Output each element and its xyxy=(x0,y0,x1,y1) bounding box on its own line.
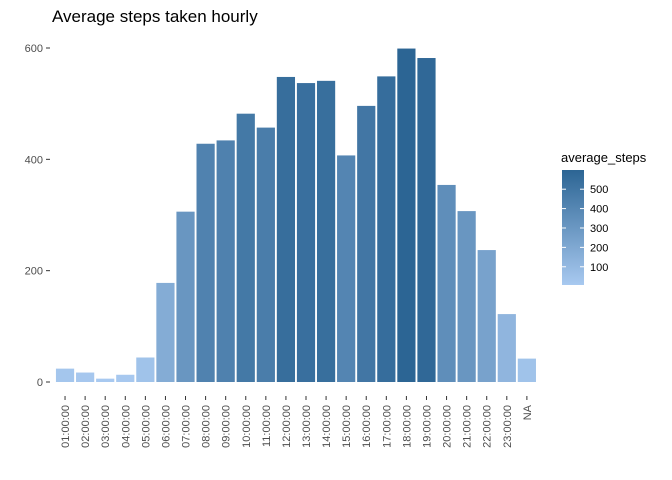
y-axis: 0 200 400 600 xyxy=(25,43,50,389)
bar xyxy=(397,48,416,382)
x-axis: 01:00:00 02:00:00 03:00:00 04:00:00 05:00:00… xyxy=(60,396,534,448)
bar xyxy=(96,378,115,382)
legend-tick-label: 200 xyxy=(590,242,608,254)
legend-tick-label: 100 xyxy=(590,262,608,274)
x-tick-label: 18:00:00 xyxy=(401,405,413,448)
x-tick-label: 05:00:00 xyxy=(140,405,152,448)
x-tick-label: 08:00:00 xyxy=(201,405,213,448)
y-tick-label: 600 xyxy=(25,43,43,55)
bar xyxy=(55,368,75,382)
x-tick-label: 04:00:00 xyxy=(120,405,132,448)
legend-tick-label: 500 xyxy=(590,184,608,196)
x-tick-label: 07:00:00 xyxy=(181,405,193,448)
x-tick-label: 15:00:00 xyxy=(341,405,353,448)
x-tick-label: 13:00:00 xyxy=(301,405,313,448)
x-tick-label: 10:00:00 xyxy=(241,405,253,448)
bar xyxy=(256,127,275,382)
bar xyxy=(316,80,336,383)
bar xyxy=(417,58,436,383)
x-tick-label: 21:00:00 xyxy=(462,405,474,448)
bars xyxy=(55,48,536,383)
legend-tick-label: 300 xyxy=(590,223,608,235)
x-tick-label: 16:00:00 xyxy=(361,405,373,448)
y-tick-label: 400 xyxy=(25,154,43,166)
legend: average_steps 100 200 300 400 500 xyxy=(561,150,647,285)
x-tick-label: 14:00:00 xyxy=(321,405,333,448)
bar xyxy=(437,184,456,382)
bar xyxy=(216,140,235,382)
bar xyxy=(517,358,536,382)
x-tick-label: NA xyxy=(522,404,534,420)
bar xyxy=(136,357,155,382)
x-tick-label: 01:00:00 xyxy=(60,405,72,448)
legend-colorbar xyxy=(562,170,584,285)
bar xyxy=(236,113,255,382)
bar xyxy=(337,155,356,382)
x-tick-label: 23:00:00 xyxy=(502,405,514,448)
x-tick-label: 11:00:00 xyxy=(261,405,273,447)
x-tick-label: 22:00:00 xyxy=(482,405,494,448)
bar xyxy=(176,211,195,382)
legend-tick-label: 400 xyxy=(590,204,608,216)
bar xyxy=(457,211,476,382)
x-tick-label: 17:00:00 xyxy=(381,405,393,448)
x-tick-label: 02:00:00 xyxy=(80,405,92,448)
x-tick-label: 20:00:00 xyxy=(442,405,454,448)
x-tick-label: 19:00:00 xyxy=(421,405,433,448)
x-tick-label: 06:00:00 xyxy=(160,405,172,448)
x-tick-label: 12:00:00 xyxy=(281,405,293,448)
chart-title: Average steps taken hourly xyxy=(52,7,258,26)
bar xyxy=(196,143,215,382)
bar xyxy=(156,282,175,382)
x-tick-label: 03:00:00 xyxy=(100,405,112,448)
bar xyxy=(116,374,135,382)
y-tick-label: 200 xyxy=(25,266,43,278)
bar xyxy=(477,250,496,382)
bar xyxy=(296,83,316,382)
bar xyxy=(497,314,516,382)
legend-title: average_steps xyxy=(561,150,647,165)
bar xyxy=(357,105,376,382)
bar xyxy=(276,76,296,383)
x-tick-label: 09:00:00 xyxy=(221,405,233,448)
y-tick-label: 0 xyxy=(37,377,43,389)
bar xyxy=(76,372,95,382)
bar xyxy=(377,76,396,382)
